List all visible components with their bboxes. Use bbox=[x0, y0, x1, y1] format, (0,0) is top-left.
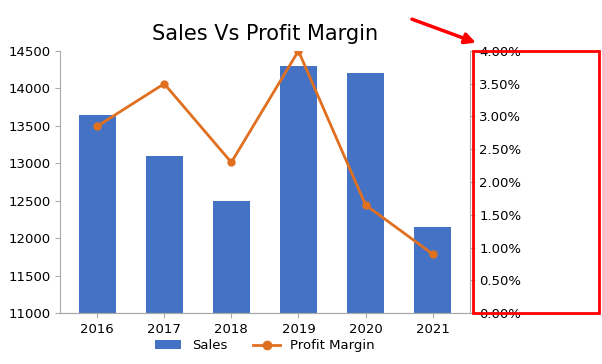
Legend: Sales, Profit Margin: Sales, Profit Margin bbox=[149, 334, 380, 357]
Profit Margin bbox=[93, 124, 101, 128]
Profit Margin bbox=[362, 203, 369, 207]
Profit Margin bbox=[161, 82, 168, 86]
Profit Margin bbox=[228, 160, 235, 165]
Line: Profit Margin: Profit Margin bbox=[94, 47, 436, 258]
Profit Margin bbox=[295, 49, 302, 53]
Title: Sales Vs Profit Margin: Sales Vs Profit Margin bbox=[152, 24, 378, 44]
Bar bbox=[79, 115, 116, 364]
Bar bbox=[414, 227, 451, 364]
Bar bbox=[146, 156, 182, 364]
Bar bbox=[347, 74, 384, 364]
Profit Margin bbox=[429, 252, 436, 256]
Bar bbox=[213, 201, 250, 364]
Bar bbox=[280, 66, 317, 364]
